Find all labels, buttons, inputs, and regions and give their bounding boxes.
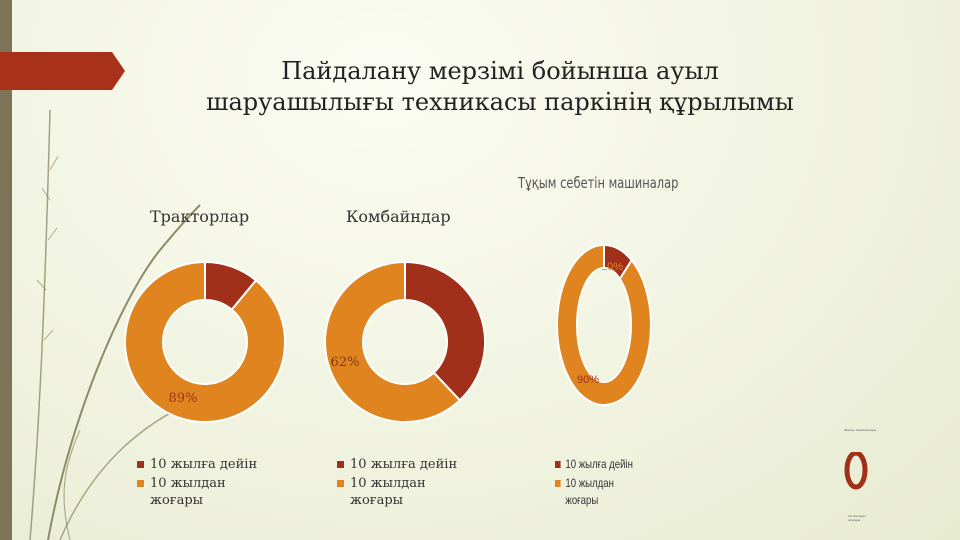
donut-chart-combines: 38% 62% bbox=[324, 260, 486, 423]
legend-swatch bbox=[555, 461, 561, 468]
chart-title-seeders: Тұқым себетін машиналар bbox=[518, 174, 679, 192]
title-accent-arrow bbox=[0, 52, 125, 90]
mini-chart-title: Жинау машиналары bbox=[844, 428, 877, 432]
data-label: 90% bbox=[577, 374, 599, 386]
legend-item: 10 жылға дейін bbox=[137, 456, 270, 473]
donut-chart-tractors: 11% 89% bbox=[124, 260, 286, 423]
legend-item: 10 жылға дейін bbox=[337, 456, 470, 473]
legend-swatch bbox=[137, 480, 144, 487]
legend-item: 10 жылдан жоғары bbox=[337, 475, 470, 509]
data-label: 89% bbox=[169, 391, 198, 406]
data-label: 38% bbox=[444, 309, 473, 324]
legend-item: 10 жылдан жоғары bbox=[555, 475, 661, 509]
mini-chart-legend: 10 жылдан жоғары bbox=[848, 514, 866, 522]
legend-item: 10 жылдан жоғары bbox=[137, 475, 270, 509]
mini-chart: Жинау машиналары 10 жылдан жоғары bbox=[840, 426, 880, 526]
legend-item: 10 жылға дейін bbox=[555, 456, 661, 473]
legend-tractors: 10 жылға дейін 10 жылдан жоғары bbox=[137, 456, 270, 511]
data-label: 62% bbox=[331, 355, 360, 370]
chart-title-combines: Комбайндар bbox=[346, 207, 451, 226]
sidebar-stripe bbox=[0, 0, 12, 540]
legend-swatch bbox=[137, 461, 144, 468]
legend-seeders: 10 жылға дейін 10 жылдан жоғары bbox=[555, 456, 661, 511]
donut-slice bbox=[124, 260, 286, 423]
data-label: 10% bbox=[601, 261, 623, 273]
legend-swatch bbox=[337, 461, 344, 468]
mini-donut bbox=[844, 452, 868, 490]
data-label: 11% bbox=[216, 276, 245, 291]
legend-combines: 10 жылға дейін 10 жылдан жоғары bbox=[337, 456, 470, 511]
legend-swatch bbox=[337, 480, 344, 487]
chart-title-tractors: Тракторлар bbox=[150, 207, 250, 226]
donut-slice bbox=[324, 260, 462, 423]
donut-chart-seeders: 10% 90% bbox=[556, 243, 652, 406]
donut-slice bbox=[556, 243, 652, 406]
donut-slice bbox=[404, 260, 486, 402]
slide-title: Пайдалану мерзімі бойынша ауыл шаруашылы… bbox=[206, 57, 794, 116]
legend-swatch bbox=[555, 480, 561, 487]
